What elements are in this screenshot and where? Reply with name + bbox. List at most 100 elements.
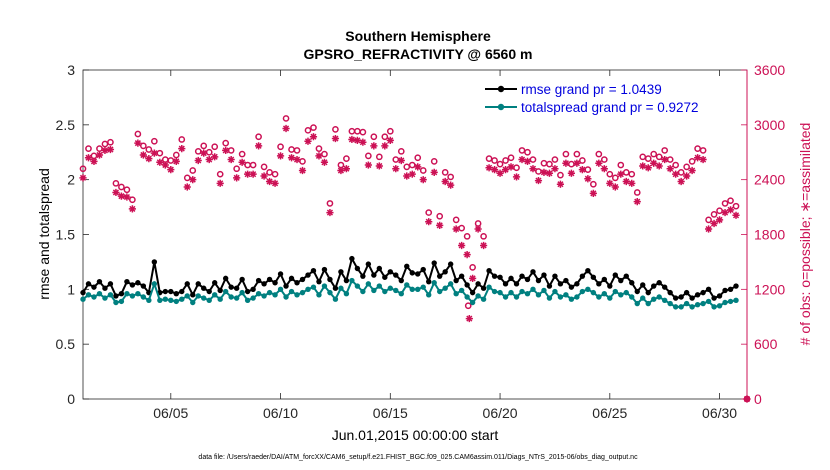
obs-assimilated-point (672, 170, 680, 178)
obs-assimilated-point (540, 168, 548, 176)
obs-assimilated-point (639, 162, 647, 170)
obs-possible-point (699, 147, 707, 154)
rmse-point (404, 263, 410, 270)
obs-possible-point (381, 133, 389, 141)
obs-assimilated-point (567, 169, 575, 177)
rmse-point (711, 295, 717, 301)
totalspread-point (700, 300, 706, 307)
obs-possible-point (249, 161, 257, 169)
line-series (80, 255, 739, 310)
totalspread-point (596, 294, 602, 300)
rmse-point (640, 282, 646, 288)
totalspread-point (519, 288, 525, 295)
rmse-point (206, 288, 212, 295)
obs-possible-point (271, 170, 279, 178)
obs-possible-point (260, 163, 268, 171)
rmse-point (700, 289, 706, 296)
totalspread-point (80, 296, 86, 302)
obs-assimilated-point (233, 174, 241, 182)
x-tick-label: 06/10 (263, 405, 298, 421)
totalspread-point (546, 295, 553, 301)
obs-assimilated-point (628, 179, 636, 187)
obs-possible-point (529, 156, 537, 163)
totalspread-point (623, 289, 629, 296)
totalspread-point (376, 283, 383, 289)
totalspread-point (135, 291, 141, 297)
rmse-point (634, 288, 640, 295)
totalspread-point (590, 289, 597, 296)
obs-possible-point (568, 160, 575, 168)
rmse-point (305, 272, 311, 278)
obs-assimilated-point (480, 241, 488, 250)
obs-assimilated-point (309, 133, 318, 141)
obs-possible-point (694, 145, 701, 152)
obs-possible-point (573, 150, 581, 158)
obs-assimilated-point (677, 177, 685, 186)
obs-count-markers (79, 115, 751, 403)
totalspread-point (206, 297, 212, 303)
obs-possible-point (518, 147, 526, 154)
chart-title-line1: Southern Hemisphere (345, 28, 491, 44)
obs-possible-point (644, 155, 652, 162)
totalspread-point (283, 294, 289, 300)
totalspread-point (711, 304, 717, 310)
obs-possible-point (315, 145, 323, 152)
rmse-point (612, 272, 618, 278)
obs-possible-point (650, 150, 658, 158)
rmse-point (579, 273, 586, 279)
obs-assimilated-point (260, 172, 268, 180)
obs-possible-point (134, 130, 142, 138)
obs-assimilated-point (348, 135, 356, 144)
obs-assimilated-point (694, 154, 702, 162)
obs-assimilated-point (721, 208, 729, 217)
x-axis: 06/05 06/10 06/15 06/20 06/25 06/30 (153, 70, 737, 421)
totalspread-point (233, 295, 240, 301)
obs-possible-point (513, 164, 520, 172)
obs-assimilated-point (189, 176, 197, 184)
obs-possible-point (611, 174, 619, 182)
obs-assimilated-point (469, 274, 477, 282)
obs-possible-point (150, 137, 158, 145)
totalspread-point (618, 292, 624, 298)
rmse-point (442, 269, 448, 275)
totalspread-point (195, 293, 201, 299)
totalspread-point (261, 293, 267, 299)
obs-possible-point (425, 209, 433, 216)
rmse-point (656, 280, 662, 286)
totalspread-point (222, 288, 229, 295)
rmse-point (365, 261, 372, 267)
rmse-point (727, 286, 734, 293)
obs-possible-point (655, 153, 663, 161)
totalspread-point (453, 291, 459, 297)
obs-assimilated-point (353, 136, 361, 144)
obs-assimilated-point (562, 159, 570, 167)
rmse-point (360, 273, 366, 279)
obs-assimilated-point (743, 395, 751, 403)
obs-assimilated-point (655, 162, 663, 170)
totalspread-point (420, 284, 426, 290)
totalspread-point (310, 284, 317, 290)
obs-assimilated-point (436, 221, 444, 229)
obs-possible-point (332, 126, 339, 133)
obs-possible-point (524, 148, 531, 156)
obs-assimilated-point (101, 146, 109, 155)
totalspread-point (239, 289, 245, 296)
totalspread-point (371, 287, 377, 294)
totalspread-point (157, 297, 163, 303)
rmse-point (190, 292, 196, 298)
obs-possible-point (277, 143, 284, 151)
obs-possible-point (375, 153, 383, 161)
totalspread-point (426, 292, 432, 298)
rmse-point (354, 265, 361, 272)
rmse-point (491, 273, 498, 279)
obs-possible-point (579, 157, 586, 164)
totalspread-point (266, 289, 273, 296)
rmse-point (629, 280, 635, 286)
obs-assimilated-point (128, 205, 136, 213)
totalspread-point (228, 294, 234, 300)
obs-possible-point (222, 139, 230, 147)
totalspread-point (168, 297, 174, 303)
rmse-point (651, 283, 657, 289)
rmse-point (338, 269, 344, 275)
obs-assimilated-point (304, 137, 312, 145)
